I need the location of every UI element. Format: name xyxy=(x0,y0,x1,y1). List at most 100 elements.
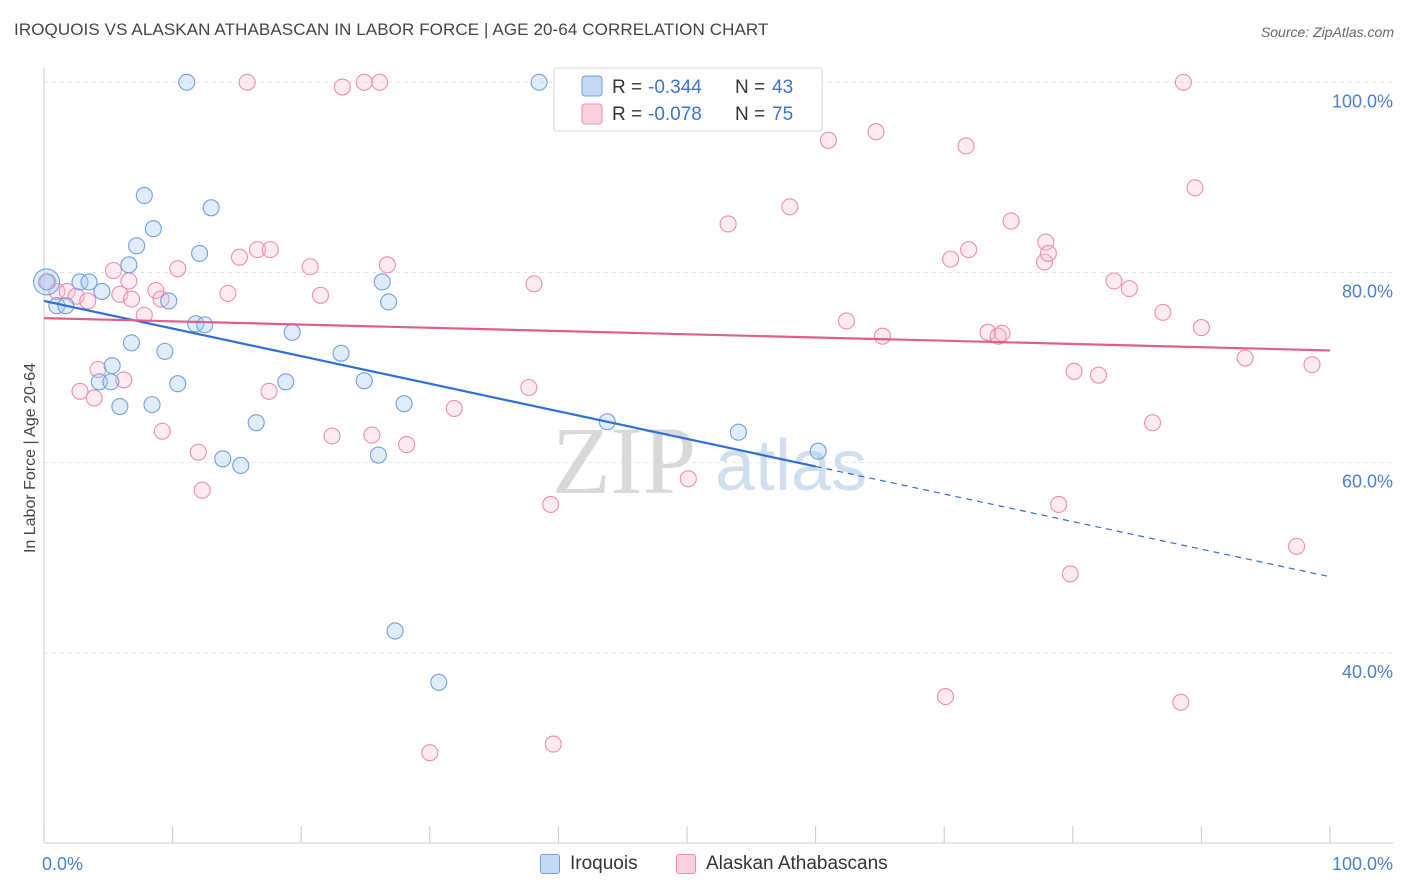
watermark-zip: ZIP xyxy=(552,407,696,514)
alaskan-point-43 xyxy=(781,198,799,216)
iroquois-point-29 xyxy=(332,344,350,362)
alaskan-point-70 xyxy=(1192,319,1210,337)
x-tick-label-0: 0.0% xyxy=(42,854,83,874)
legend-swatch-iroquois xyxy=(581,75,603,97)
alaskan-point-11 xyxy=(120,272,138,290)
alaskan-point-30 xyxy=(355,73,373,91)
alaskan-point-4 xyxy=(71,382,89,400)
iroquois-point-32 xyxy=(373,273,391,291)
legend-r-value-1: -0.344 xyxy=(648,77,702,98)
iroquois-point-17 xyxy=(160,292,178,310)
alaskan-point-39 xyxy=(544,735,562,753)
alaskan-point-50 xyxy=(957,137,975,155)
alaskan-point-35 xyxy=(445,399,463,417)
stats-legend: R = -0.344 N = 43 R = -0.078 N = 75 xyxy=(553,67,823,132)
y-axis-label: In Labor Force | Age 20-64 xyxy=(22,363,39,553)
alaskan-point-66 xyxy=(1154,303,1172,321)
legend-swatch-iroquois xyxy=(540,854,560,874)
alaskan-point-56 xyxy=(1035,253,1054,271)
legend-n-label-2: N = xyxy=(735,104,765,125)
iroquois-point-36 xyxy=(430,673,448,691)
alaskan-point-63 xyxy=(1105,272,1123,290)
alaskan-point-16 xyxy=(153,422,171,440)
iroquois-point-24 xyxy=(214,450,232,468)
legend-n-label-1: N = xyxy=(735,77,765,98)
iroquois-point-25 xyxy=(232,456,250,475)
alaskan-point-48 xyxy=(936,688,955,706)
series-alaskan-athabascans xyxy=(39,73,1321,762)
alaskan-point-41 xyxy=(679,470,697,488)
alaskan-point-64 xyxy=(1120,280,1138,298)
alaskan-point-44 xyxy=(819,131,838,149)
alaskan-point-60 xyxy=(1061,565,1079,583)
iroquois-point-11 xyxy=(122,334,140,352)
alaskan-point-34 xyxy=(398,436,416,454)
x-tick-label-100: 100.0% xyxy=(1332,854,1393,874)
iroquois-point-31 xyxy=(369,446,387,464)
iroquois-point-7 xyxy=(103,357,121,375)
iroquois-point-30 xyxy=(355,372,373,390)
iroquois-point-6 xyxy=(93,282,111,301)
iroquois-point-40 xyxy=(809,442,827,460)
alaskan-point-25 xyxy=(261,241,279,259)
y-tick-label-100: 100.0% xyxy=(1332,91,1393,111)
iroquois-point-28 xyxy=(283,323,301,341)
alaskan-point-54 xyxy=(993,324,1011,342)
legend-r-value-2: -0.078 xyxy=(648,104,702,125)
alaskan-point-29 xyxy=(333,78,351,96)
series-iroquois xyxy=(33,73,827,691)
alaskan-point-65 xyxy=(1143,414,1162,432)
iroquois-point-5 xyxy=(90,373,108,391)
alaskan-point-2 xyxy=(58,282,76,301)
axes xyxy=(43,68,1393,844)
alaskan-point-38 xyxy=(542,495,560,514)
alaskan-point-32 xyxy=(371,73,389,91)
trend-iroquois-solid xyxy=(43,299,816,468)
alaskan-point-58 xyxy=(1039,244,1057,262)
alaskan-point-69 xyxy=(1186,179,1204,197)
alaskan-point-52 xyxy=(979,323,997,341)
alaskan-point-20 xyxy=(219,284,237,302)
legend-swatch-alaskan xyxy=(676,854,696,874)
legend-r-label-1: R = xyxy=(612,77,642,98)
iroquois-point-20 xyxy=(187,315,205,333)
iroquois-point-18 xyxy=(169,375,187,393)
iroquois-point-8 xyxy=(102,373,120,391)
legend-item-alaskan: Alaskan Athabascans xyxy=(676,853,888,875)
iroquois-point-4 xyxy=(80,273,98,291)
alaskan-point-46 xyxy=(867,123,885,141)
alaskan-point-67 xyxy=(1174,73,1192,91)
iroquois-point-22 xyxy=(196,316,214,334)
iroquois-point-23 xyxy=(202,199,220,217)
legend-label-alaskan: Alaskan Athabascans xyxy=(706,853,888,874)
alaskan-point-6 xyxy=(85,389,103,407)
alaskan-point-47 xyxy=(873,327,892,345)
alaskan-point-17 xyxy=(169,260,187,278)
gridlines xyxy=(44,81,1393,654)
trend-iroquois-dashed xyxy=(815,465,1331,578)
alaskan-point-72 xyxy=(1288,537,1306,555)
alaskan-point-55 xyxy=(1002,212,1020,230)
alaskan-point-22 xyxy=(238,73,256,91)
alaskan-point-27 xyxy=(311,286,330,304)
iroquois-point-16 xyxy=(156,342,174,360)
iroquois-point-34 xyxy=(386,622,404,640)
legend-r-label-2: R = xyxy=(612,104,642,125)
iroquois-point-39 xyxy=(729,423,747,441)
iroquois-point-13 xyxy=(135,186,153,204)
alaskan-point-26 xyxy=(301,258,319,276)
alaskan-point-73 xyxy=(1303,356,1321,374)
bottom-legend: Iroquois Alaskan Athabascans xyxy=(0,848,1406,880)
legend-swatch-alaskan xyxy=(581,103,603,125)
alaskan-point-24 xyxy=(260,382,278,400)
iroquois-point-27 xyxy=(277,373,295,391)
iroquois-point-19 xyxy=(178,73,196,91)
iroquois-point-3 xyxy=(71,273,89,291)
iroquois-point-37 xyxy=(530,73,548,91)
alaskan-point-18 xyxy=(189,443,207,461)
alaskan-point-61 xyxy=(1065,362,1083,380)
y-tick-label-40: 40.0% xyxy=(1342,662,1393,682)
legend-item-iroquois: Iroquois xyxy=(540,853,638,875)
alaskan-point-7 xyxy=(89,360,107,378)
